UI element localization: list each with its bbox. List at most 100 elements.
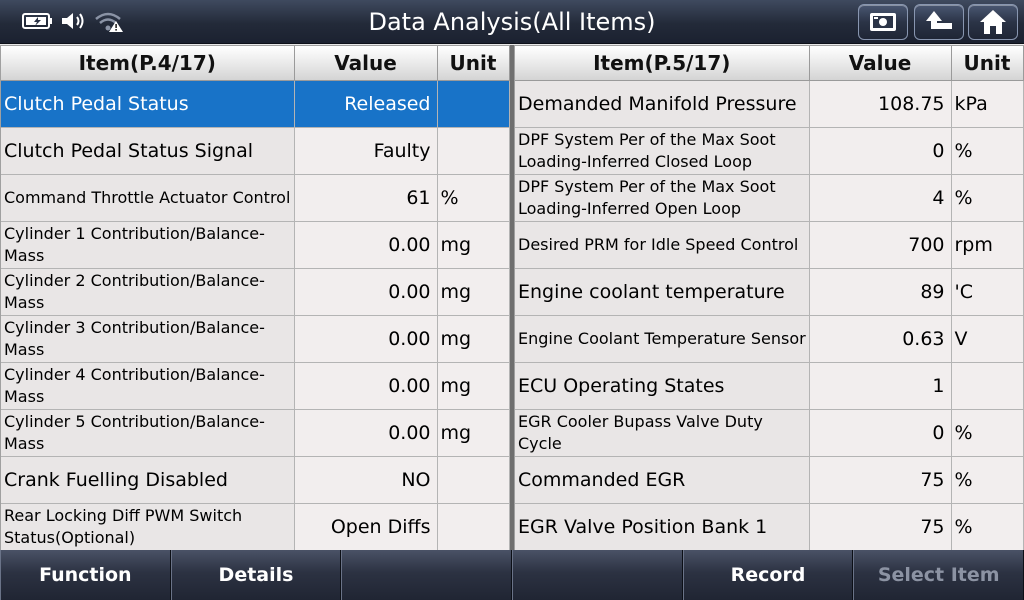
- item-name: Cylinder 2 Contribution/Balance-Mass: [1, 268, 295, 316]
- table-row[interactable]: Clutch Pedal Status Signal Faulty: [1, 127, 510, 175]
- item-unit: %: [951, 503, 1024, 551]
- table-row[interactable]: DPF System Per of the Max Soot Loading-I…: [515, 174, 1024, 222]
- column-header-item: Item(P.5/17): [515, 46, 810, 81]
- item-value: 4: [809, 174, 952, 222]
- item-value: NO: [294, 456, 438, 504]
- column-header-value: Value: [809, 46, 952, 81]
- item-value: Faulty: [294, 127, 438, 175]
- status-icons: [22, 8, 124, 34]
- item-name: Cylinder 1 Contribution/Balance-Mass: [1, 221, 295, 269]
- item-name: Clutch Pedal Status: [1, 80, 295, 128]
- function-button[interactable]: Function: [0, 550, 171, 600]
- item-value: 0: [809, 409, 952, 457]
- table-row[interactable]: Cylinder 1 Contribution/Balance-Mass 0.0…: [1, 221, 510, 269]
- home-button[interactable]: [968, 4, 1018, 40]
- left-data-table: Item(P.4/17) Value Unit Clutch Pedal Sta…: [1, 46, 510, 551]
- item-unit: mg: [437, 221, 510, 269]
- item-value: 0.63: [809, 315, 952, 363]
- details-button[interactable]: Details: [170, 550, 342, 600]
- item-name: Engine coolant temperature: [515, 268, 810, 316]
- column-header-unit: Unit: [951, 46, 1024, 81]
- table-row[interactable]: Rear Locking Diff PWM Switch Status(Opti…: [1, 503, 510, 551]
- item-value: 0.00: [294, 409, 438, 457]
- item-unit: kPa: [951, 80, 1024, 128]
- item-name: DPF System Per of the Max Soot Loading-I…: [515, 127, 810, 175]
- title-bar: Data Analysis(All Items): [0, 0, 1024, 44]
- table-row[interactable]: Cylinder 3 Contribution/Balance-Mass 0.0…: [1, 315, 510, 363]
- left-data-table-panel: Item(P.4/17) Value Unit Clutch Pedal Sta…: [0, 45, 510, 551]
- table-row[interactable]: EGR Cooler Bupass Valve Duty Cycle 0 %: [515, 409, 1024, 457]
- table-row[interactable]: Clutch Pedal Status Released: [1, 80, 510, 128]
- camera-card-icon: [870, 13, 896, 31]
- item-unit: rpm: [951, 221, 1024, 269]
- item-value: 0: [809, 127, 952, 175]
- table-row[interactable]: Command Throttle Actuator Control 61 %: [1, 174, 510, 222]
- column-header-value: Value: [294, 46, 438, 81]
- item-value: 75: [809, 503, 952, 551]
- item-unit: %: [951, 456, 1024, 504]
- back-button[interactable]: [914, 4, 964, 40]
- table-row[interactable]: Cylinder 4 Contribution/Balance-Mass 0.0…: [1, 362, 510, 410]
- column-header-unit: Unit: [437, 46, 510, 81]
- item-unit: [951, 362, 1024, 410]
- item-value: 75: [809, 456, 952, 504]
- item-name: EGR Cooler Bupass Valve Duty Cycle: [515, 409, 810, 457]
- item-value: 0.00: [294, 221, 438, 269]
- item-name: Clutch Pedal Status Signal: [1, 127, 295, 175]
- item-unit: mg: [437, 268, 510, 316]
- record-button[interactable]: Record: [682, 550, 854, 600]
- table-row[interactable]: Desired PRM for Idle Speed Control 700 r…: [515, 221, 1024, 269]
- item-unit: mg: [437, 409, 510, 457]
- table-row[interactable]: DPF System Per of the Max Soot Loading-I…: [515, 127, 1024, 175]
- empty-toolbar-button-3[interactable]: [341, 550, 513, 600]
- item-value: 1: [809, 362, 952, 410]
- wifi-warning-icon: [94, 9, 124, 33]
- right-data-table: Item(P.5/17) Value Unit Demanded Manifol…: [515, 46, 1024, 551]
- table-row[interactable]: Engine coolant temperature 89 'C: [515, 268, 1024, 316]
- item-name: Rear Locking Diff PWM Switch Status(Opti…: [1, 503, 295, 551]
- table-row[interactable]: Demanded Manifold Pressure 108.75 kPa: [515, 80, 1024, 128]
- table-row[interactable]: ECU Operating States 1: [515, 362, 1024, 410]
- item-name: Demanded Manifold Pressure: [515, 80, 810, 128]
- volume-icon: [60, 10, 88, 32]
- item-unit: %: [951, 174, 1024, 222]
- item-unit: V: [951, 315, 1024, 363]
- item-name: Command Throttle Actuator Control: [1, 174, 295, 222]
- home-icon: [980, 10, 1006, 34]
- back-arrow-icon: [926, 11, 952, 29]
- item-value: 89: [809, 268, 952, 316]
- item-value: Released: [294, 80, 438, 128]
- item-name: Cylinder 3 Contribution/Balance-Mass: [1, 315, 295, 363]
- item-unit: %: [951, 409, 1024, 457]
- item-value: Open Diffs: [294, 503, 438, 551]
- item-name: Crank Fuelling Disabled: [1, 456, 295, 504]
- table-row[interactable]: Commanded EGR 75 %: [515, 456, 1024, 504]
- item-name: EGR Valve Position Bank 1: [515, 503, 810, 551]
- column-header-item: Item(P.4/17): [1, 46, 295, 81]
- item-value: 108.75: [809, 80, 952, 128]
- item-unit: [437, 127, 510, 175]
- item-value: 0.00: [294, 315, 438, 363]
- table-row[interactable]: EGR Valve Position Bank 1 75 %: [515, 503, 1024, 551]
- empty-toolbar-button-4[interactable]: [512, 550, 683, 600]
- item-unit: [437, 80, 510, 128]
- item-value: 0.00: [294, 268, 438, 316]
- select-item-button: Select Item: [853, 550, 1024, 600]
- item-value: 61: [294, 174, 438, 222]
- battery-icon: [22, 12, 54, 30]
- item-unit: mg: [437, 362, 510, 410]
- table-row[interactable]: Cylinder 2 Contribution/Balance-Mass 0.0…: [1, 268, 510, 316]
- item-name: ECU Operating States: [515, 362, 810, 410]
- screenshot-button[interactable]: [858, 4, 908, 40]
- item-name: DPF System Per of the Max Soot Loading-I…: [515, 174, 810, 222]
- item-unit: [437, 503, 510, 551]
- table-row[interactable]: Cylinder 5 Contribution/Balance-Mass 0.0…: [1, 409, 510, 457]
- table-row[interactable]: Engine Coolant Temperature Sensor 0.63 V: [515, 315, 1024, 363]
- item-unit: %: [951, 127, 1024, 175]
- item-name: Cylinder 4 Contribution/Balance-Mass: [1, 362, 295, 410]
- item-unit: mg: [437, 315, 510, 363]
- item-unit: [437, 456, 510, 504]
- item-name: Engine Coolant Temperature Sensor: [515, 315, 810, 363]
- table-row[interactable]: Crank Fuelling Disabled NO: [1, 456, 510, 504]
- item-name: Cylinder 5 Contribution/Balance-Mass: [1, 409, 295, 457]
